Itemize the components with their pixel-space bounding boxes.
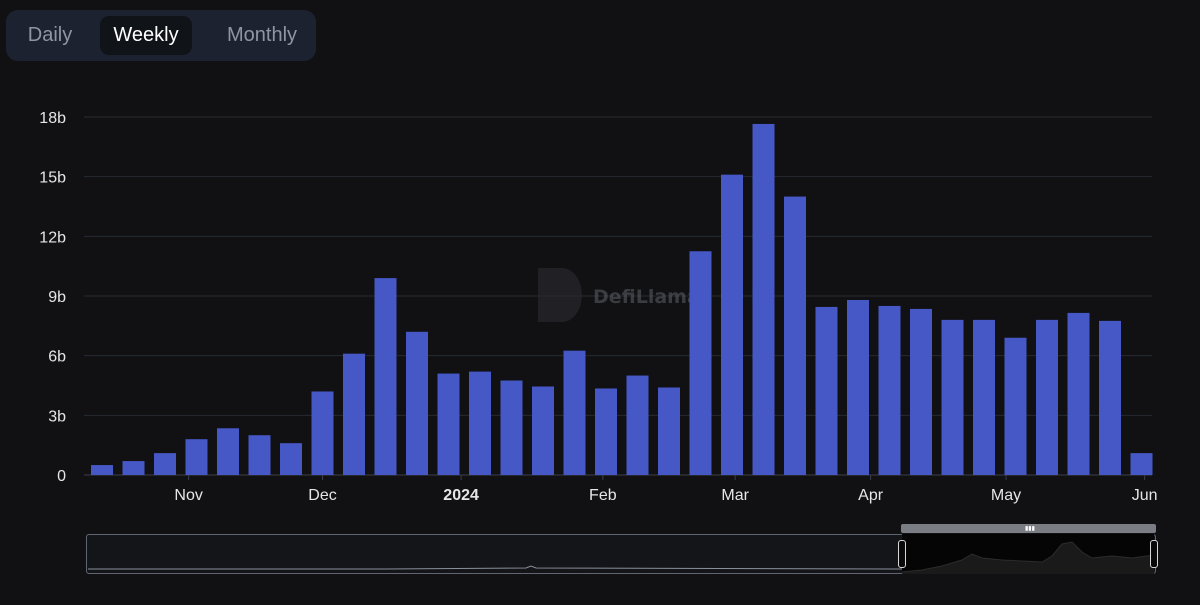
bar[interactable] [910,308,932,475]
brush-right-handle[interactable] [1150,540,1158,568]
brush-move-handle[interactable]: ▮▮▮ [901,524,1156,533]
bar[interactable] [248,435,271,475]
bar[interactable] [595,388,617,475]
bar[interactable] [721,174,743,475]
bar[interactable] [500,380,523,475]
bar[interactable] [658,387,680,475]
bar[interactable] [847,299,869,475]
y-tick-label: 12b [39,229,66,246]
bar[interactable] [1067,312,1090,475]
x-tick-label: Apr [858,487,884,504]
brush-left-handle[interactable] [898,540,906,568]
tab-weekly[interactable]: Weekly [100,16,192,55]
y-tick-label: 15b [39,170,66,187]
x-tick-label: 2024 [443,487,479,504]
bar[interactable] [752,123,775,475]
bar[interactable] [217,428,239,475]
brush-selection[interactable] [902,534,1154,574]
bar[interactable] [91,465,113,475]
bar[interactable] [1004,337,1027,475]
bar[interactable] [815,306,838,475]
y-axis: 0 3b 6b 9b 12b 15b 18b [39,110,66,485]
bar[interactable] [406,331,428,475]
timeframe-tabs: Daily Weekly Monthly [6,10,316,61]
bar[interactable] [563,350,586,475]
bar[interactable] [689,251,712,475]
x-tick-label: Feb [589,487,617,504]
bar[interactable] [374,278,397,475]
y-tick-label: 6b [48,349,66,366]
bar[interactable] [343,353,365,475]
watermark: DefiLlama [538,268,700,322]
y-tick-label: 3b [48,408,66,425]
bar[interactable] [941,319,964,475]
tab-daily[interactable]: Daily [27,24,73,46]
x-tick-label: May [991,487,1021,504]
llama-logo-icon [538,268,582,322]
bar[interactable] [122,461,145,475]
x-axis: Nov Dec 2024 Feb Mar Apr May Jun [174,475,1158,504]
x-tick-label: Mar [721,487,749,504]
bar[interactable] [532,386,554,475]
bar[interactable] [1130,453,1153,475]
y-tick-label: 0 [57,468,66,485]
bar[interactable] [437,373,460,475]
watermark-text: DefiLlama [593,286,700,308]
bar[interactable] [1036,319,1058,475]
bar[interactable] [878,305,901,475]
bar[interactable] [280,443,302,475]
bar[interactable] [185,439,208,475]
brush-preview [88,565,903,570]
bar[interactable] [469,371,491,475]
x-tick-label: Jun [1132,487,1158,504]
x-tick-label: Nov [174,487,202,504]
grip-icon: ▮▮▮ [1025,526,1035,532]
y-tick-label: 18b [39,110,66,127]
y-tick-label: 9b [48,289,66,306]
bar[interactable] [973,319,995,475]
bar[interactable] [154,453,176,475]
bar[interactable] [626,375,649,475]
bar-chart: DefiLlama 0 3b 6b 9b 12b 15b 18b Nov Dec 2024 Feb… [39,110,1158,504]
bar[interactable] [1099,320,1121,475]
tab-monthly[interactable]: Monthly [226,24,298,46]
x-tick-label: Dec [308,487,336,504]
bars [91,123,1153,476]
bar[interactable] [784,196,806,476]
bar[interactable] [311,391,334,475]
